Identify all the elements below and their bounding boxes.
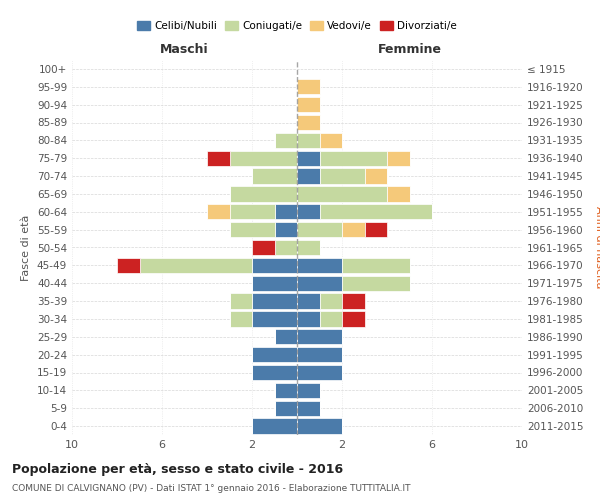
Bar bbox=[297, 79, 320, 94]
Bar bbox=[365, 222, 387, 237]
Bar bbox=[252, 258, 297, 273]
Bar bbox=[297, 312, 320, 326]
Bar bbox=[342, 258, 409, 273]
Bar bbox=[275, 383, 297, 398]
Bar bbox=[207, 204, 229, 220]
Bar bbox=[320, 204, 432, 220]
Bar bbox=[297, 97, 320, 112]
Bar bbox=[252, 365, 297, 380]
Bar bbox=[297, 329, 342, 344]
Legend: Celibi/Nubili, Coniugati/e, Vedovi/e, Divorziati/e: Celibi/Nubili, Coniugati/e, Vedovi/e, Di… bbox=[133, 16, 461, 35]
Bar bbox=[297, 365, 342, 380]
Bar bbox=[275, 204, 297, 220]
Text: COMUNE DI CALVIGNANO (PV) - Dati ISTAT 1° gennaio 2016 - Elaborazione TUTTITALIA: COMUNE DI CALVIGNANO (PV) - Dati ISTAT 1… bbox=[12, 484, 410, 493]
Bar bbox=[275, 329, 297, 344]
Bar bbox=[229, 186, 297, 202]
Bar bbox=[207, 150, 229, 166]
Bar bbox=[297, 186, 387, 202]
Bar bbox=[297, 294, 320, 308]
Bar bbox=[320, 294, 342, 308]
Bar bbox=[229, 150, 297, 166]
Bar bbox=[229, 294, 252, 308]
Text: Femmine: Femmine bbox=[377, 44, 442, 57]
Bar bbox=[275, 240, 297, 255]
Bar bbox=[252, 418, 297, 434]
Y-axis label: Anni di nascita: Anni di nascita bbox=[595, 206, 600, 289]
Bar bbox=[297, 168, 320, 184]
Bar bbox=[320, 150, 387, 166]
Bar bbox=[275, 133, 297, 148]
Bar bbox=[252, 347, 297, 362]
Bar bbox=[297, 383, 320, 398]
Bar bbox=[320, 312, 342, 326]
Bar bbox=[297, 258, 342, 273]
Bar bbox=[387, 150, 409, 166]
Bar bbox=[297, 204, 320, 220]
Bar bbox=[139, 258, 252, 273]
Bar bbox=[342, 312, 365, 326]
Bar bbox=[320, 168, 365, 184]
Bar bbox=[297, 133, 320, 148]
Bar bbox=[297, 276, 342, 291]
Text: Maschi: Maschi bbox=[160, 44, 209, 57]
Bar bbox=[297, 150, 320, 166]
Bar bbox=[342, 276, 409, 291]
Bar bbox=[365, 168, 387, 184]
Bar bbox=[297, 400, 320, 416]
Text: Popolazione per età, sesso e stato civile - 2016: Popolazione per età, sesso e stato civil… bbox=[12, 462, 343, 475]
Bar bbox=[387, 186, 409, 202]
Bar bbox=[297, 115, 320, 130]
Bar bbox=[275, 400, 297, 416]
Bar bbox=[229, 222, 275, 237]
Bar bbox=[252, 294, 297, 308]
Bar bbox=[342, 294, 365, 308]
Y-axis label: Fasce di età: Fasce di età bbox=[22, 214, 31, 280]
Bar bbox=[275, 222, 297, 237]
Bar bbox=[320, 133, 342, 148]
Bar bbox=[297, 240, 320, 255]
Bar bbox=[297, 418, 342, 434]
Bar bbox=[252, 240, 275, 255]
Bar bbox=[117, 258, 139, 273]
Bar bbox=[297, 347, 342, 362]
Bar bbox=[342, 222, 365, 237]
Bar bbox=[252, 276, 297, 291]
Bar bbox=[229, 204, 275, 220]
Bar bbox=[229, 312, 252, 326]
Bar bbox=[252, 168, 297, 184]
Bar bbox=[297, 222, 342, 237]
Bar bbox=[252, 312, 297, 326]
